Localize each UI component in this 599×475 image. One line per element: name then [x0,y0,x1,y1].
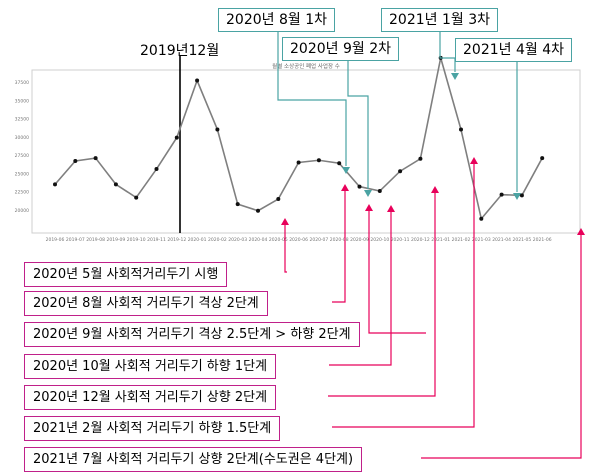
data-point [357,184,362,189]
data-point [296,160,301,165]
connector-top-3 [439,32,456,72]
x-tick-label: 2020-04 [249,237,268,243]
x-tick-label: 2020-10 [370,237,389,243]
data-point [53,182,57,187]
data-point [499,192,504,197]
arrow-bottom-4 [387,205,395,212]
connector-top-2 [347,60,369,189]
x-tick-label: 2020-07 [309,237,328,243]
x-tick-label: 2021-03 [472,237,491,243]
annotation-bottom-3: 2020년 9월 사회적 거리두기 격상 2.5단계 > 하향 2단계 [24,322,360,347]
connector-bottom-3 [368,211,426,334]
annotation-bottom-7: 2021년 7월 사회적 거리두기 상향 2단계(수도권은 4단계) [24,447,363,472]
y-tick-label: 22500 [15,190,29,196]
data-point [459,127,463,132]
data-point [540,156,545,161]
x-tick-label: 2019-09 [106,237,125,243]
y-tick-label: 35000 [15,98,29,104]
y-tick-label: 20000 [15,208,29,214]
y-axis: 20000 22500 25000 27500 30000 32500 35000 37500 [15,80,29,214]
connector-bottom-2 [332,191,346,303]
x-tick-label: 2020-12 [411,237,430,243]
annotation-connectors [277,32,585,459]
connector-top-1 [277,32,347,166]
x-axis: 2019-06 2019-07 2019-08 2019-09 2019-10 2019-… [46,237,552,243]
data-point [93,156,98,161]
annotation-top-3: 2021년 1월 3차 [381,8,498,32]
data-point [256,208,260,213]
data-point [154,167,159,172]
annotation-top-4: 2021년 4월 4차 [455,38,572,62]
arrow-bottom-3 [365,204,373,211]
arrow-bottom-7 [577,228,585,235]
x-tick-label: 2019-06 [46,237,65,243]
x-tick-label: 2021-02 [452,237,471,243]
data-point [113,182,118,187]
data-point [276,197,281,202]
x-tick-label: 2021-05 [512,237,531,243]
y-tick-label: 37500 [15,80,29,86]
vline-label: 2019년12월 [140,43,220,59]
annotation-bottom-6: 2021년 2월 사회적 거리두기 하향 1.5단계 [24,416,281,441]
x-tick-label: 2020-09 [350,237,369,243]
data-point [316,158,321,163]
x-tick-label: 2019-10 [127,237,146,243]
data-point [337,161,342,166]
y-tick-label: 32500 [15,117,29,123]
x-tick-label: 2019-07 [66,237,85,243]
x-tick-label: 2019-12 [167,237,186,243]
data-point [215,127,220,132]
connector-bottom-1 [284,225,287,273]
data-point [418,156,423,161]
connector-bottom-7 [421,235,582,459]
data-point [235,202,240,207]
y-tick-label: 27500 [15,153,29,159]
arrow-top-3 [451,73,459,80]
x-tick-label: 2020-02 [208,237,227,243]
data-point [174,135,179,140]
data-point [377,188,382,193]
y-tick-label: 30000 [15,135,29,141]
data-point [73,158,78,163]
data-point [134,195,139,200]
x-tick-label: 2020-11 [391,237,410,243]
x-tick-label: 2020-06 [289,237,308,243]
arrow-top-2 [364,190,372,197]
connector-bottom-4 [329,212,392,366]
arrow-top-1 [342,167,350,174]
data-point [398,169,403,174]
connector-bottom-5 [328,193,436,397]
series-line [53,55,545,221]
x-tick-label: 2020-01 [188,237,207,243]
annotation-bottom-1: 2020년 5월 사회적거리두기 시행 [24,262,228,287]
data-point [195,78,200,83]
x-tick-label: 2021-01 [431,237,450,243]
x-tick-label: 2020-08 [330,237,349,243]
x-tick-label: 2021-04 [492,237,511,243]
data-point [519,193,524,198]
x-tick-label: 2019-11 [147,237,166,243]
annotation-top-1: 2020년 8월 1차 [218,8,335,32]
arrow-bottom-5 [431,186,439,193]
arrow-bottom-2 [341,184,349,191]
x-tick-label: 2020-03 [228,237,247,243]
x-tick-label: 2020-05 [269,237,288,243]
annotation-bottom-4: 2020년 10월 사회적 거리두기 하향 1단계 [24,354,277,379]
x-tick-label: 2019-08 [86,237,105,243]
arrow-bottom-6 [470,157,478,164]
data-point [479,216,484,221]
connector-bottom-6 [332,164,475,428]
chart-title: 월별 소상공인 폐업 사업장 수 [272,62,340,70]
annotation-top-2: 2020년 9월 2차 [282,37,399,61]
plot-frame [31,69,581,234]
x-tick-label: 2021-06 [533,237,552,243]
y-tick-label: 25000 [15,171,29,177]
annotation-bottom-2: 2020년 8월 사회적 거리두기 격상 2단계 [24,291,268,316]
series-polyline [54,57,543,221]
annotation-bottom-5: 2020년 12월 사회적 거리두기 상향 2단계 [24,385,277,410]
arrow-bottom-1 [281,218,289,225]
arrow-top-4 [513,193,521,200]
